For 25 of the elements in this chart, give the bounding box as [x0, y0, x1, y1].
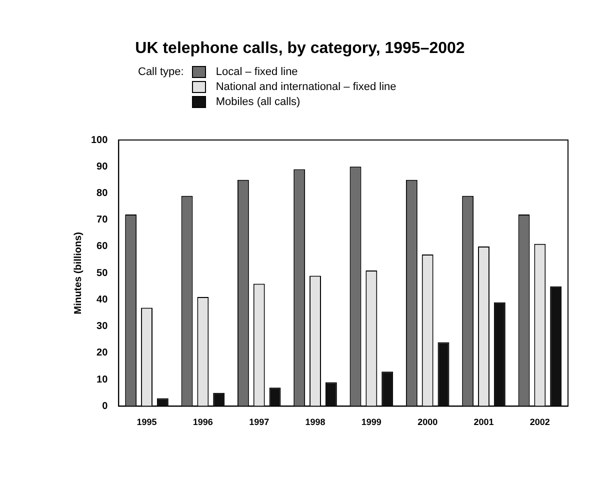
y-tick-label: 70	[96, 214, 108, 226]
legend-label: National and international – fixed line	[216, 81, 396, 93]
legend-title: Call type:	[138, 66, 184, 80]
legend-label: Mobiles (all calls)	[216, 96, 300, 108]
y-tick-label: 0	[102, 400, 108, 412]
chart-title: UK telephone calls, by category, 1995–2002	[134, 40, 466, 58]
x-tick-label: 1998	[305, 417, 326, 428]
x-tick-label: 1995	[136, 417, 157, 428]
y-tick-label: 40	[96, 294, 108, 306]
y-axis-title: Minutes (billions)	[72, 232, 84, 314]
y-tick-label: 10	[96, 374, 108, 386]
x-tick-label: 1996	[192, 417, 213, 428]
y-tick-label: 60	[96, 241, 108, 252]
y-tick-label: 30	[96, 321, 108, 332]
y-tick-label: 100	[90, 134, 108, 146]
legend-label: Local – fixed line	[216, 66, 298, 78]
y-tick-label: 90	[96, 161, 108, 172]
x-tick-label: 1999	[361, 417, 382, 428]
x-tick-label: 2001	[474, 417, 494, 428]
x-tick-label: 2000	[418, 417, 438, 428]
y-tick-label: 20	[96, 348, 108, 359]
y-tick-label: 80	[96, 188, 108, 199]
x-tick-label: 2002	[530, 417, 550, 428]
y-tick-label: 50	[96, 268, 108, 279]
x-tick-label: 1997	[249, 417, 270, 428]
